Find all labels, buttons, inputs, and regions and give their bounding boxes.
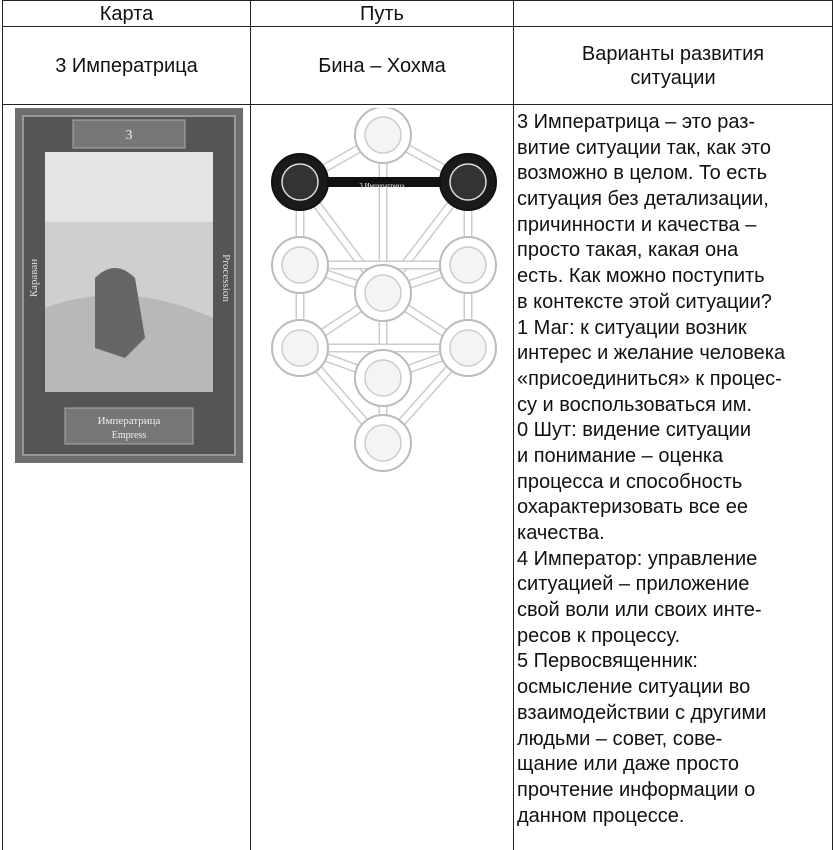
description-line: 0 Шут: видение ситуации: [517, 419, 752, 442]
tree-shape: [281, 246, 319, 284]
description-line: су и воспользоваться им.: [517, 393, 753, 416]
tree-shape: [449, 246, 487, 284]
path-label: 3 Императрица: [359, 182, 405, 190]
description-line: возможно в целом. То есть: [517, 162, 768, 185]
description-line: данном процессе.: [517, 804, 685, 827]
cell-text: 3 Императрица: [55, 54, 198, 77]
tree-shape: [364, 116, 402, 154]
tree-shape: [364, 424, 402, 462]
header-text: Путь: [360, 2, 404, 25]
description-line: свой воли или своих инте-: [517, 599, 762, 622]
header-text: Карта: [99, 2, 154, 25]
description-line: ситуацией – приложение: [517, 573, 750, 596]
description: 3 Императрица – это раз-витие ситуации т…: [517, 110, 785, 829]
tree-shape: [281, 163, 319, 201]
description-line: 3 Императрица – это раз-: [517, 111, 756, 133]
card-number: 3: [126, 128, 133, 143]
card-side-text: Караван: [28, 259, 40, 297]
header-cell: [513, 0, 833, 26]
tree-shape: [364, 274, 402, 312]
tree-shape: [281, 329, 319, 367]
description-line: ситуация без детализации,: [517, 188, 769, 211]
cell: Варианты развития ситуации: [513, 26, 833, 104]
description-line: ресов к процессу.: [517, 624, 681, 647]
tree-shape: [449, 163, 487, 201]
description-line: щание или даже просто: [517, 753, 740, 776]
description-line: взаимодействии с другими: [517, 701, 767, 724]
description-line: и понимание – оценка: [517, 444, 724, 467]
description-line: витие ситуации так, как это: [517, 136, 771, 159]
description-line: процесса и способность: [517, 470, 743, 493]
cell-text: Варианты развития ситуации: [581, 42, 765, 89]
header-cell: Путь: [250, 0, 513, 26]
cell-text: Бина – Хохма: [318, 54, 446, 77]
description-line: интерес и желание человека: [517, 342, 786, 365]
cell: 3 Императрица: [2, 26, 250, 104]
tree-shape: [449, 329, 487, 367]
description-line: прочтение информации о: [517, 778, 756, 801]
card-image: 3 Караван Procession Императрица Empress: [15, 108, 243, 463]
description-line: осмысление ситуации во: [517, 676, 751, 699]
description-line: 4 Император: управление: [517, 547, 758, 570]
card-name: Empress: [112, 430, 147, 441]
cell: [250, 104, 513, 850]
description-line: людьми – совет, сове-: [517, 727, 723, 750]
tree-of-life: 3 Императрица: [271, 108, 497, 472]
description-line: в контексте этой ситуации?: [517, 290, 772, 313]
description-line: причинности и качества –: [517, 213, 757, 236]
header-cell: Карта: [2, 0, 250, 26]
tree-shape: [364, 359, 402, 397]
description-line: 1 Маг: к ситуации возник: [517, 316, 747, 339]
description-line: 5 Первосвященник:: [517, 650, 698, 673]
card-side-text: Procession: [220, 254, 232, 302]
cell: [2, 104, 250, 850]
cell: Бина – Хохма: [250, 26, 513, 104]
description-line: есть. Как можно поступить: [517, 265, 765, 288]
description-line: охарактеризовать все ее: [517, 496, 748, 519]
description-line: качества.: [517, 522, 605, 544]
card-name: Императрица: [98, 415, 161, 427]
description-line: «присоединиться» к процес-: [517, 367, 782, 390]
description-line: просто такая, какая она: [517, 239, 739, 262]
